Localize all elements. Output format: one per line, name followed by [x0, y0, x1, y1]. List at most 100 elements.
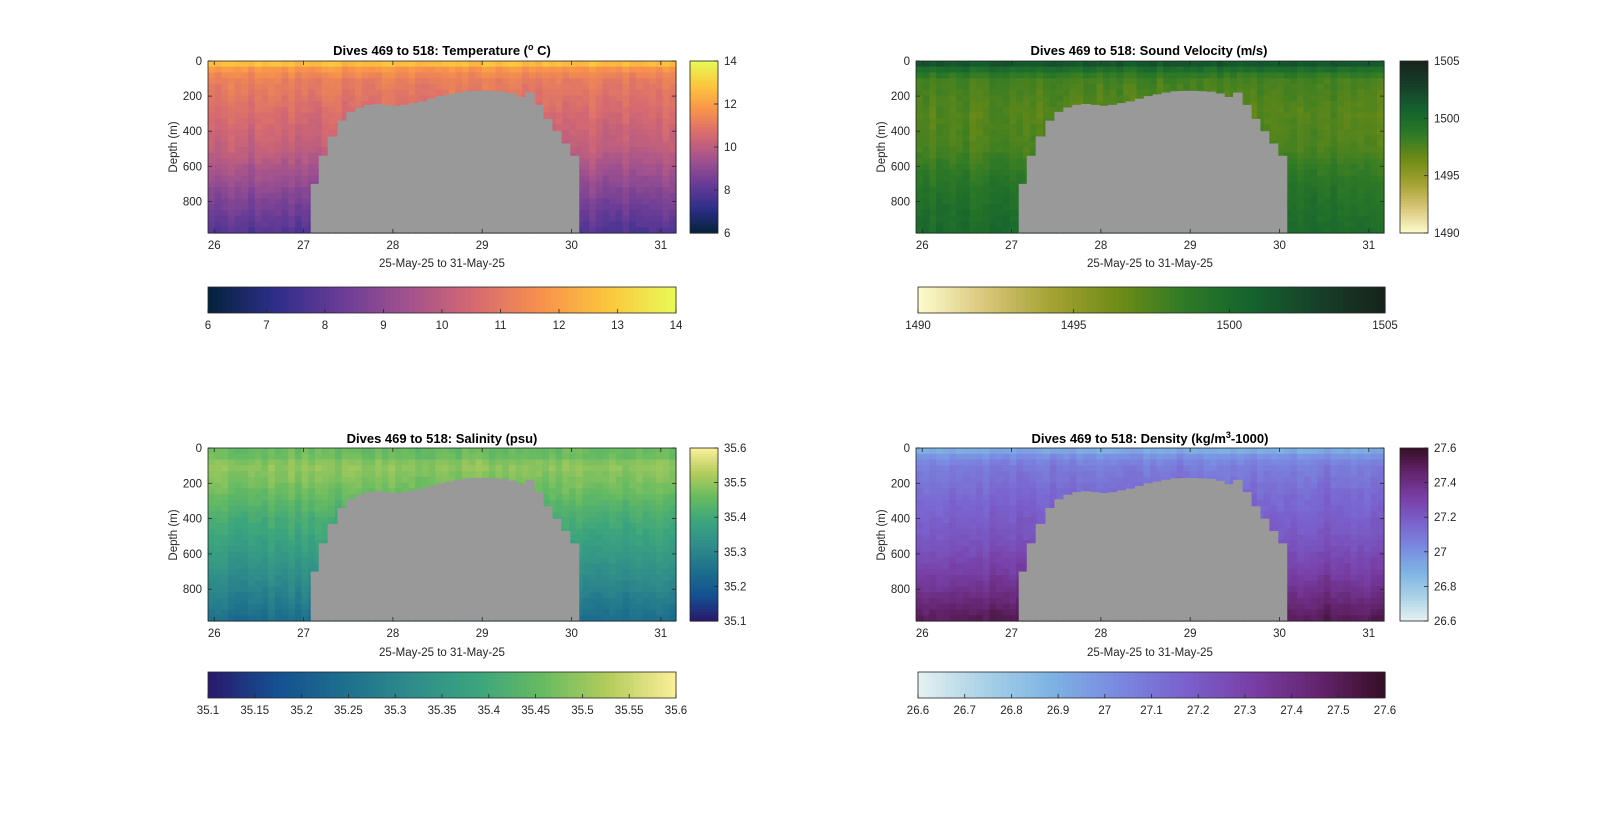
- heatmap-cell: [669, 135, 677, 142]
- heatmap-cell: [208, 164, 216, 171]
- heatmap-cell: [241, 540, 249, 547]
- heatmap-cell: [1190, 83, 1198, 91]
- heatmap-cell: [308, 147, 316, 154]
- heatmap-cell: [234, 574, 243, 582]
- heatmap-cell: [1283, 101, 1291, 108]
- heatmap-cell: [595, 112, 604, 119]
- nodata-column: [1161, 92, 1172, 233]
- heatmap-cell: [241, 124, 249, 131]
- heatmap-cell: [535, 66, 543, 74]
- heatmap-cell: [635, 89, 644, 96]
- heatmap-cell: [609, 66, 617, 74]
- heatmap-cell: [388, 66, 396, 74]
- heatmap-cell: [1116, 78, 1124, 85]
- heatmap-cell: [969, 198, 977, 205]
- heatmap-cell: [1357, 66, 1365, 74]
- colorbar-segment: [488, 287, 495, 313]
- heatmap-cell: [635, 61, 644, 68]
- heatmap-cell: [241, 215, 249, 223]
- heatmap-cell: [1036, 78, 1044, 85]
- heatmap-cell: [261, 72, 269, 79]
- heatmap-cell: [1256, 112, 1265, 119]
- heatmap-cell: [268, 210, 276, 217]
- heatmap-cell: [1290, 112, 1298, 119]
- heatmap-cell: [248, 152, 256, 160]
- heatmap-cell: [1270, 95, 1278, 102]
- heatmap-cell: [214, 95, 222, 102]
- heatmap-cell: [1363, 152, 1372, 160]
- colorbar-segment: [278, 287, 284, 313]
- x-tick-label: 28: [1094, 240, 1107, 252]
- heatmap-cell: [355, 78, 363, 85]
- heatmap-cell: [234, 494, 243, 501]
- heatmap-cell: [956, 78, 964, 85]
- heatmap-cell: [1002, 215, 1011, 223]
- heatmap-cell: [261, 66, 269, 74]
- heatmap-cell: [929, 106, 937, 114]
- heatmap-cell: [1350, 61, 1358, 68]
- heatmap-cell: [1330, 141, 1338, 148]
- heatmap-cell: [1343, 181, 1352, 188]
- heatmap-cell: [622, 95, 630, 102]
- heatmap-cell: [221, 528, 229, 536]
- heatmap-cell: [922, 221, 930, 228]
- heatmap-cell: [969, 192, 977, 200]
- colorbar-segment: [1400, 112, 1428, 117]
- heatmap-cell: [301, 169, 309, 177]
- heatmap-cell: [361, 95, 370, 102]
- heatmap-cell: [268, 152, 276, 160]
- colorbar-segment: [1400, 129, 1428, 134]
- heatmap-cell: [248, 563, 256, 570]
- heatmap-cell: [1277, 141, 1285, 148]
- heatmap-cell: [308, 118, 316, 125]
- heatmap-cell: [969, 169, 977, 177]
- colorbar-segment: [927, 287, 933, 313]
- colorbar-segment: [690, 201, 718, 205]
- colorbar-segment: [1400, 141, 1428, 145]
- heatmap-cell: [1022, 66, 1031, 74]
- heatmap-cell: [649, 135, 657, 142]
- heatmap-cell: [1016, 83, 1024, 91]
- colorbar-segment: [690, 181, 718, 185]
- heatmap-cell: [1310, 169, 1318, 177]
- heatmap-cell: [989, 227, 997, 234]
- heatmap-cell: [575, 83, 583, 91]
- heatmap-cell: [602, 187, 610, 194]
- heatmap-cell: [495, 83, 503, 91]
- heatmap-cell: [1310, 204, 1318, 211]
- heatmap-cell: [214, 609, 222, 616]
- heatmap-cell: [1317, 83, 1325, 91]
- heatmap-cell: [649, 83, 657, 91]
- colorbar-segment: [690, 212, 718, 217]
- heatmap-cell: [956, 66, 964, 74]
- heatmap-cell: [1297, 175, 1305, 182]
- heatmap-cell: [1297, 169, 1305, 177]
- heatmap-cell: [214, 471, 222, 478]
- heatmap-cell: [929, 61, 937, 68]
- heatmap-cell: [1277, 95, 1285, 102]
- heatmap-cell: [234, 540, 243, 547]
- colorbar-segment: [1370, 287, 1377, 313]
- colorbar-segment: [1072, 287, 1078, 313]
- heatmap-cell: [495, 61, 503, 68]
- heatmap-cell: [495, 66, 503, 74]
- heatmap-cell: [996, 198, 1004, 205]
- nodata-column: [1224, 96, 1234, 233]
- heatmap-cell: [341, 89, 349, 96]
- heatmap-cell: [962, 152, 971, 160]
- heatmap-cell: [1357, 118, 1365, 125]
- heatmap-cell: [388, 89, 396, 96]
- heatmap-cell: [221, 129, 229, 137]
- heatmap-cell: [1002, 129, 1011, 137]
- colorbar-segment: [222, 287, 228, 313]
- nodata-column: [1233, 92, 1243, 233]
- heatmap-cell: [635, 112, 644, 119]
- heatmap-cell: [1277, 78, 1285, 85]
- heatmap-cell: [662, 215, 670, 223]
- heatmap-cell: [996, 118, 1004, 125]
- heatmap-cell: [1029, 101, 1037, 108]
- heatmap-cell: [1096, 89, 1104, 96]
- heatmap-cell: [1063, 83, 1071, 91]
- heatmap-cell: [214, 459, 222, 466]
- colorbar-segment: [474, 287, 481, 313]
